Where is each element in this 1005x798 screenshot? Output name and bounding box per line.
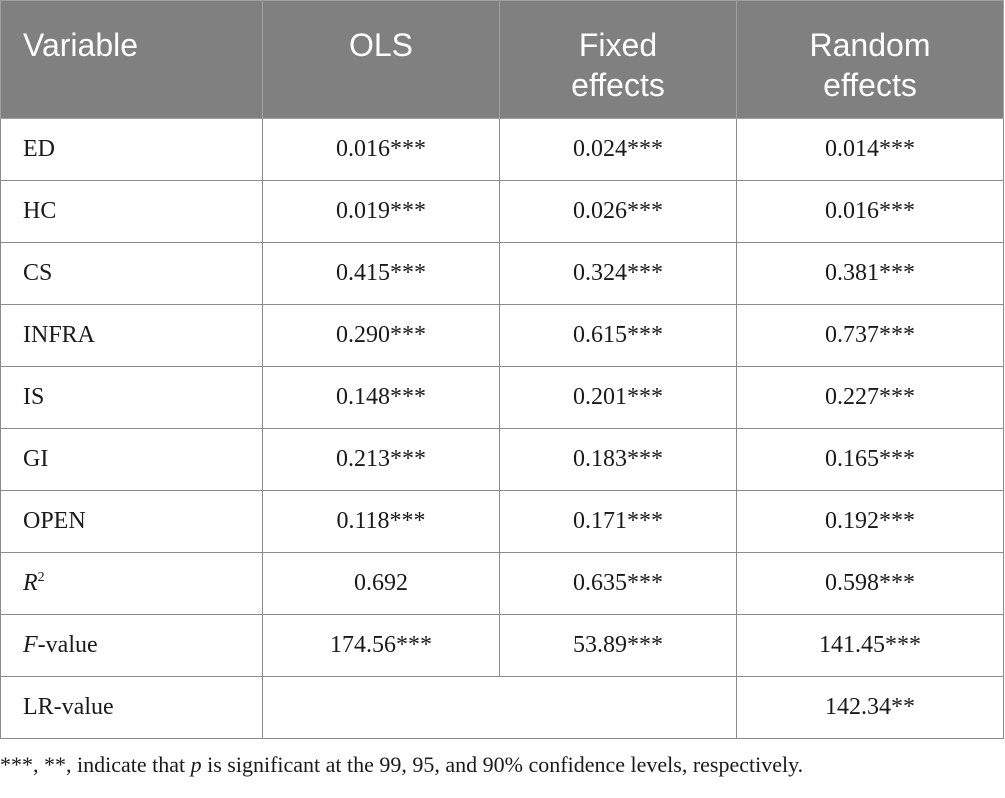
header-variable: Variable (0, 0, 263, 119)
footnote-after: is significant at the 99, 95, and 90% co… (201, 752, 804, 777)
cell-random: 0.737*** (736, 304, 1004, 367)
cell-random: 0.165*** (736, 428, 1004, 491)
cell-fixed: 0.324*** (499, 242, 737, 305)
table-row: INFRA 0.290*** 0.615*** 0.737*** (0, 304, 1004, 367)
row-label: GI (0, 428, 263, 491)
regression-results-table: Variable OLS Fixed effects Random effect… (0, 0, 1004, 739)
cell-ols: 0.019*** (262, 180, 500, 243)
cell-random: 0.192*** (736, 490, 1004, 553)
cell-fixed: 53.89*** (499, 614, 737, 677)
row-label: IS (0, 366, 263, 429)
cell-ols: 0.692 (262, 552, 500, 615)
row-label-r-squared: R2 (0, 552, 263, 615)
header-row: Variable OLS Fixed effects Random effect… (0, 0, 1004, 119)
footnote-p-symbol: p (190, 752, 202, 777)
row-label: LR-value (0, 676, 263, 739)
cell-random: 0.598*** (736, 552, 1004, 615)
header-random-line1: Random (809, 27, 931, 63)
footnote-before: ***, **, indicate that (0, 752, 191, 777)
header-random-line2: effects (823, 67, 917, 103)
cell-ols: 0.213*** (262, 428, 500, 491)
r-squared-exponent: 2 (37, 570, 45, 585)
table-row: HC 0.019*** 0.026*** 0.016*** (0, 180, 1004, 243)
table-row: ED 0.016*** 0.024*** 0.014*** (0, 118, 1004, 181)
f-symbol: F (23, 632, 38, 658)
table-row-f-value: F-value 174.56*** 53.89*** 141.45*** (0, 614, 1004, 677)
row-label: INFRA (0, 304, 263, 367)
cell-random: 0.227*** (736, 366, 1004, 429)
table-footnote: ***, **, indicate that p is significant … (0, 752, 1005, 778)
cell-fixed: 0.024*** (499, 118, 737, 181)
cell-random: 0.381*** (736, 242, 1004, 305)
header-ols-text: OLS (348, 27, 414, 63)
cell-fixed: 0.635*** (499, 552, 737, 615)
cell-ols: 0.290*** (262, 304, 500, 367)
cell-ols-fixed-merged (262, 676, 737, 739)
header-fixed-line1: Fixed (578, 27, 658, 63)
header-fixed-line2: effects (571, 67, 665, 103)
row-label-f-value: F-value (0, 614, 263, 677)
cell-ols: 0.415*** (262, 242, 500, 305)
table-row: CS 0.415*** 0.324*** 0.381*** (0, 242, 1004, 305)
row-label: CS (0, 242, 263, 305)
header-fixed-effects: Fixed effects (499, 0, 737, 119)
header-random-effects: Random effects (736, 0, 1004, 119)
header-ols: OLS (262, 0, 500, 119)
cell-random: 141.45*** (736, 614, 1004, 677)
cell-fixed: 0.201*** (499, 366, 737, 429)
table-row: OPEN 0.118*** 0.171*** 0.192*** (0, 490, 1004, 553)
cell-ols: 0.118*** (262, 490, 500, 553)
table-row-r-squared: R2 0.692 0.635*** 0.598*** (0, 552, 1004, 615)
cell-random: 0.014*** (736, 118, 1004, 181)
cell-ols: 174.56*** (262, 614, 500, 677)
r-squared-symbol: R (23, 570, 38, 596)
row-label: OPEN (0, 490, 263, 553)
table-header: Variable OLS Fixed effects Random effect… (0, 0, 1004, 119)
cell-ols: 0.148*** (262, 366, 500, 429)
cell-fixed: 0.615*** (499, 304, 737, 367)
cell-fixed: 0.026*** (499, 180, 737, 243)
table-row-lr-value: LR-value 142.34** (0, 676, 1004, 739)
table-body: ED 0.016*** 0.024*** 0.014*** HC 0.019**… (0, 118, 1004, 739)
regression-table-container: Variable OLS Fixed effects Random effect… (0, 0, 1004, 739)
cell-fixed: 0.183*** (499, 428, 737, 491)
f-value-suffix: -value (37, 632, 98, 658)
cell-random: 0.016*** (736, 180, 1004, 243)
header-variable-text: Variable (23, 27, 139, 63)
row-label: HC (0, 180, 263, 243)
table-row: IS 0.148*** 0.201*** 0.227*** (0, 366, 1004, 429)
table-row: GI 0.213*** 0.183*** 0.165*** (0, 428, 1004, 491)
cell-random: 142.34** (736, 676, 1004, 739)
cell-fixed: 0.171*** (499, 490, 737, 553)
row-label: ED (0, 118, 263, 181)
cell-ols: 0.016*** (262, 118, 500, 181)
